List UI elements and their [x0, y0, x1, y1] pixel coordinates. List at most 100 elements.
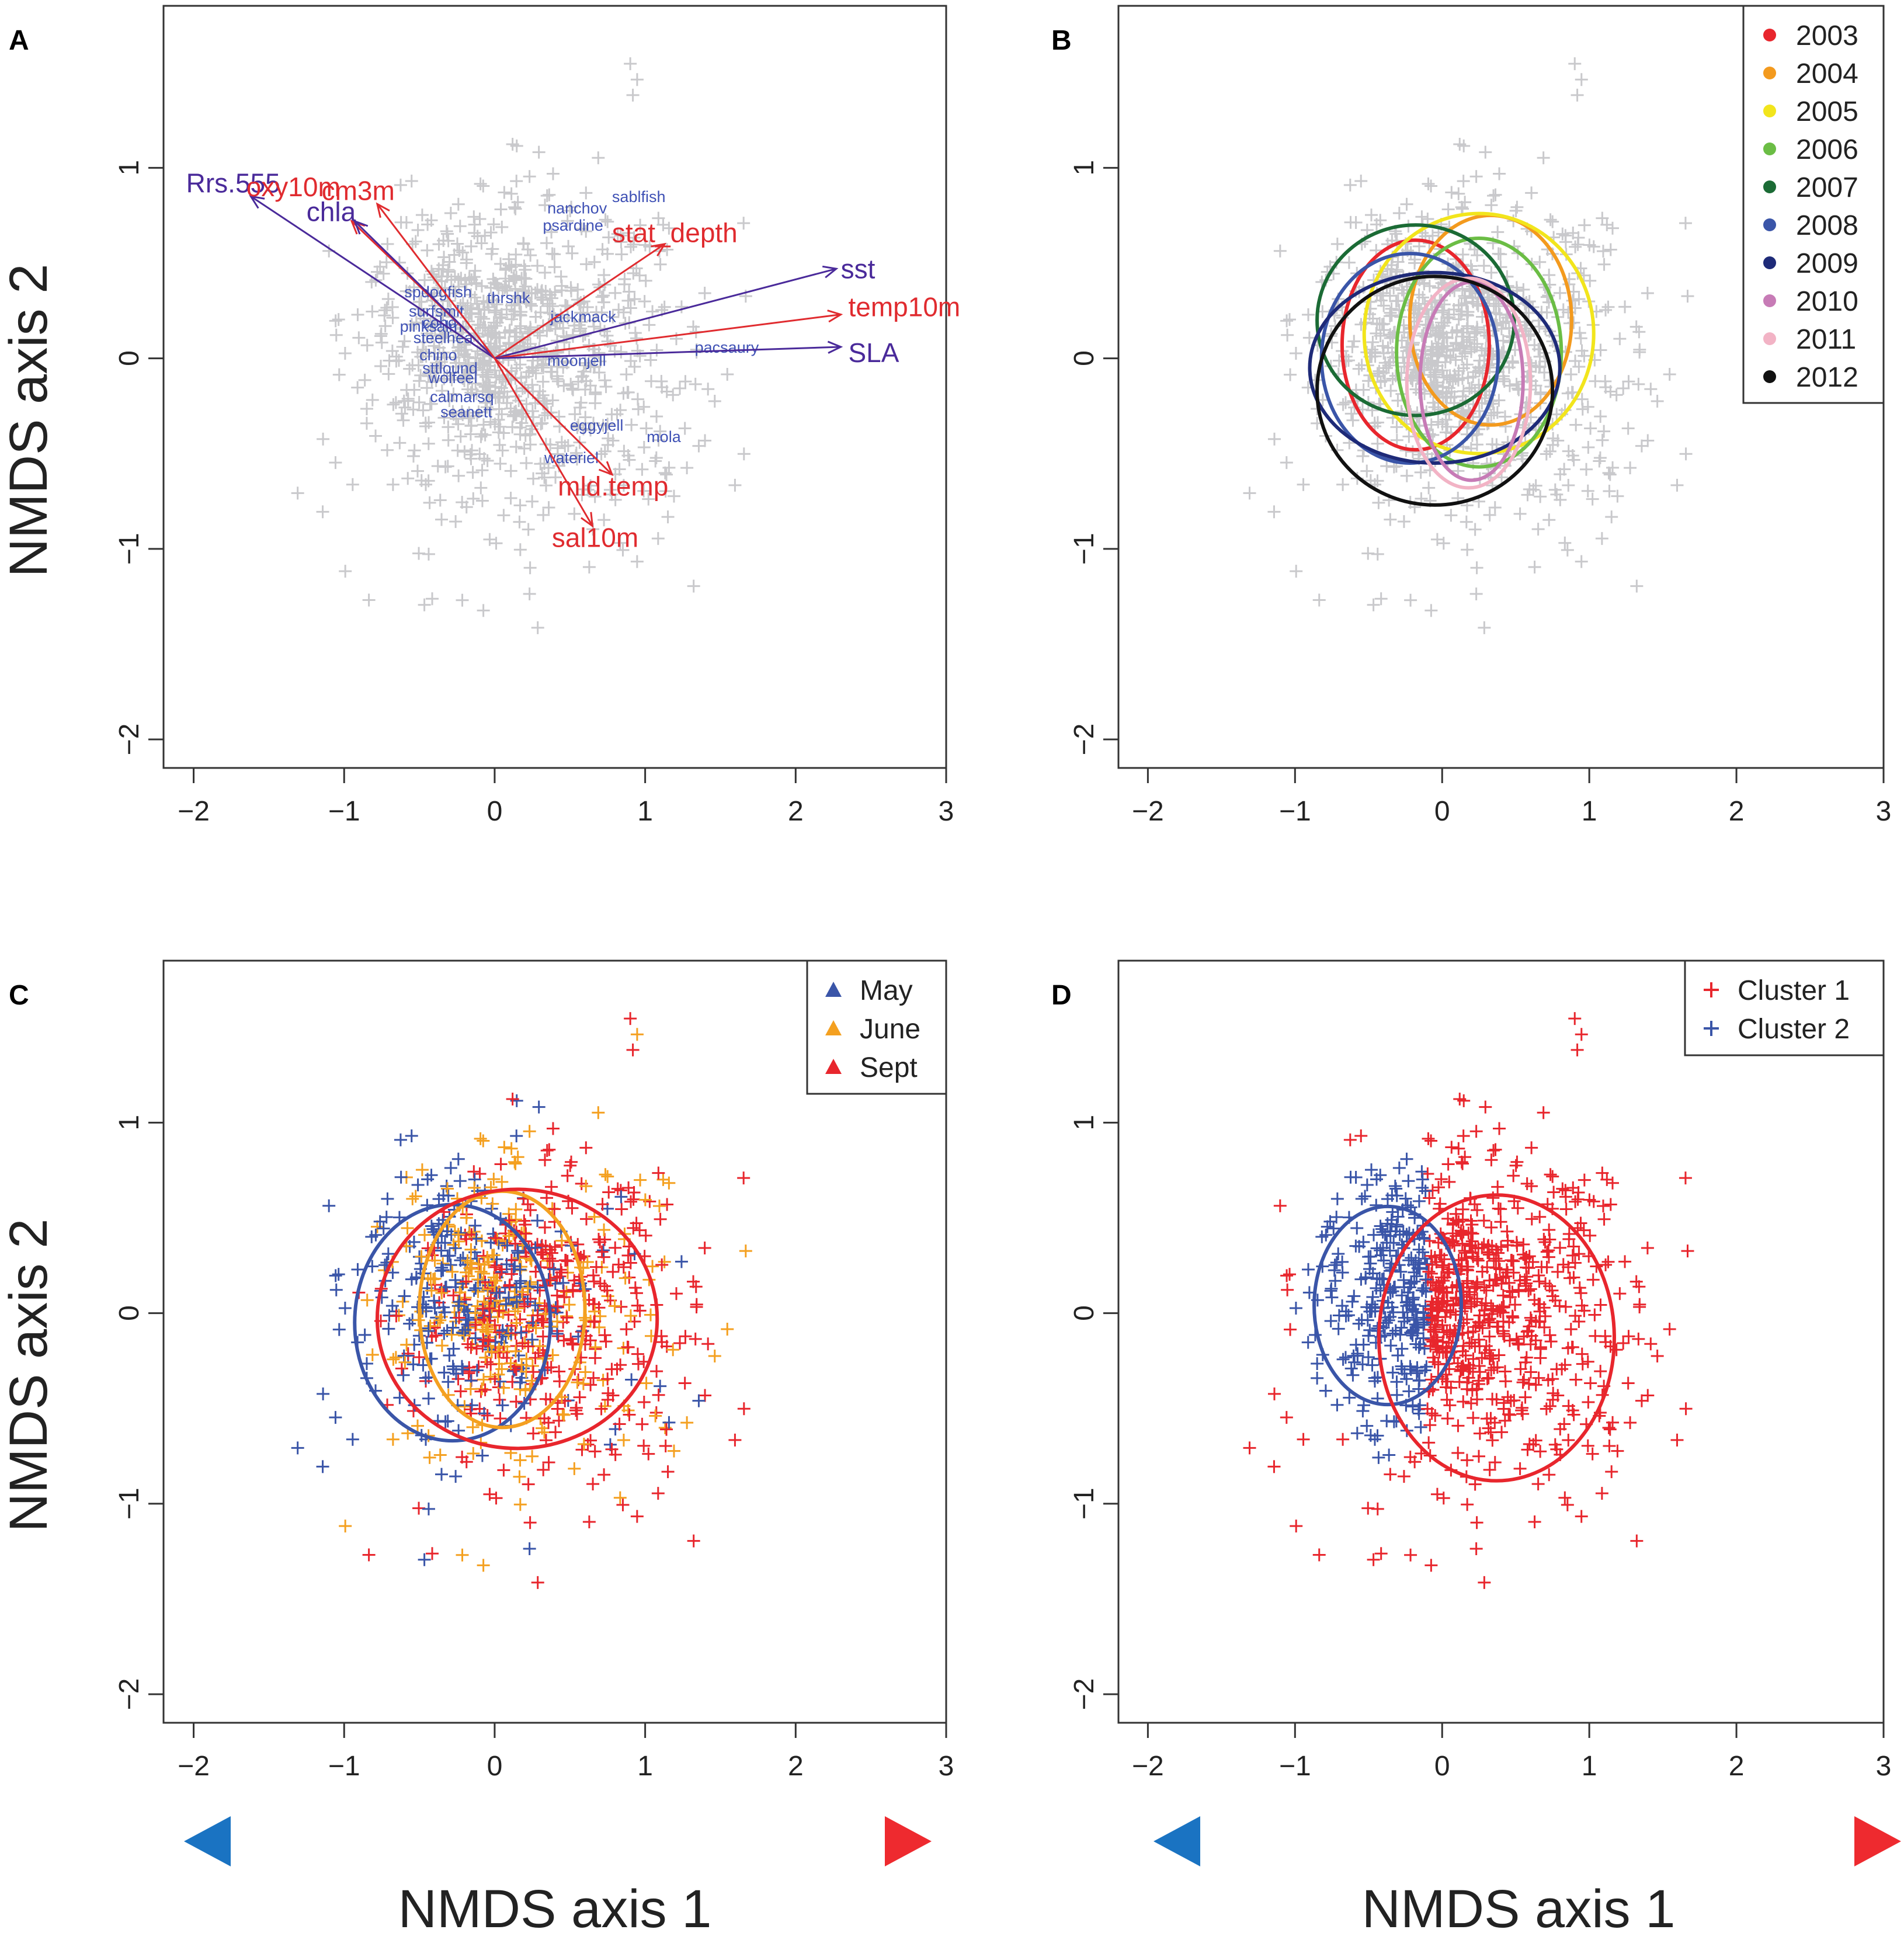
site-point	[614, 1358, 627, 1372]
site-point	[1377, 299, 1391, 312]
site-point	[564, 1159, 577, 1172]
site-point	[614, 404, 627, 417]
site-point	[630, 1510, 644, 1523]
site-point	[504, 402, 517, 415]
site-point	[387, 398, 400, 411]
site-point	[584, 423, 597, 437]
site-point	[489, 277, 503, 290]
y-axis-label-bottom: NMDS axis 2	[0, 1219, 58, 1532]
site-point	[475, 1449, 489, 1462]
site-point	[621, 1249, 635, 1262]
site-point	[679, 1330, 692, 1343]
vector-arrowhead	[350, 220, 366, 235]
site-point	[728, 1433, 742, 1447]
site-point	[616, 543, 630, 557]
site-point	[1384, 1468, 1397, 1481]
site-point	[429, 374, 443, 387]
site-point	[362, 593, 376, 607]
site-point	[509, 390, 522, 403]
site-point	[397, 1368, 410, 1382]
site-point	[1456, 390, 1469, 403]
site-point	[465, 444, 478, 457]
site-point	[1386, 1327, 1399, 1340]
site-point	[1461, 371, 1475, 384]
site-point	[635, 463, 649, 476]
site-point	[1350, 1221, 1364, 1235]
site-point	[435, 1468, 448, 1481]
site-point	[1488, 501, 1502, 514]
site-point	[679, 375, 692, 388]
site-point	[1408, 256, 1422, 270]
site-point	[1374, 294, 1388, 307]
legend-label: 2003	[1796, 20, 1858, 51]
site-point	[456, 593, 469, 607]
site-point	[564, 377, 578, 391]
site-point	[1450, 325, 1464, 338]
site-point	[1483, 508, 1496, 522]
site-point	[1324, 1314, 1337, 1327]
site-point	[1391, 394, 1405, 407]
site-point	[1489, 188, 1502, 201]
site-point	[646, 1260, 659, 1273]
site-point	[536, 375, 550, 388]
vector-label: chla	[307, 196, 356, 227]
site-point	[531, 1576, 544, 1589]
legend-marker	[1763, 105, 1776, 117]
site-point	[613, 1491, 627, 1504]
site-point	[1533, 360, 1547, 373]
site-point	[540, 237, 553, 250]
site-point	[1595, 532, 1608, 545]
site-point	[1496, 372, 1510, 385]
site-point	[1572, 293, 1586, 306]
site-point	[529, 1351, 542, 1365]
site-point	[442, 420, 455, 434]
site-point	[1525, 1212, 1538, 1226]
site-point	[524, 1204, 537, 1217]
site-point	[557, 1408, 571, 1421]
site-point	[517, 259, 531, 273]
site-point	[483, 1487, 496, 1501]
site-point	[661, 243, 674, 256]
site-point	[701, 383, 715, 396]
site-point	[405, 174, 418, 187]
legend-label: 2004	[1796, 58, 1858, 89]
site-point	[453, 1174, 467, 1188]
site-point	[1453, 138, 1467, 151]
site-point	[523, 170, 536, 183]
site-point	[1380, 460, 1394, 473]
site-point	[394, 1133, 407, 1146]
site-point	[1644, 383, 1658, 396]
site-point	[509, 1157, 522, 1170]
site-point	[1455, 350, 1469, 363]
site-point	[1429, 368, 1443, 381]
site-point	[1542, 269, 1556, 282]
site-point	[650, 1365, 663, 1378]
site-point	[538, 266, 551, 279]
site-point	[628, 1281, 642, 1295]
site-point	[567, 383, 580, 397]
site-point	[493, 371, 506, 384]
site-point	[1367, 1553, 1380, 1566]
site-point	[1441, 1157, 1455, 1171]
site-point	[1573, 326, 1586, 340]
legend-label: 2008	[1796, 210, 1858, 241]
site-point	[667, 489, 680, 503]
site-point	[412, 395, 426, 409]
site-point	[542, 501, 555, 514]
vector-label: stat_depth	[612, 217, 738, 248]
species-label: pacsaury	[695, 339, 759, 356]
site-point	[469, 1331, 482, 1345]
site-point	[510, 361, 523, 375]
site-point	[1542, 1244, 1555, 1257]
site-point	[1368, 416, 1381, 430]
site-point	[568, 319, 581, 332]
site-point	[579, 1365, 592, 1379]
site-point	[377, 1222, 390, 1235]
site-point	[598, 1329, 611, 1342]
site-point	[1284, 368, 1297, 381]
site-point	[463, 410, 476, 423]
site-point	[451, 197, 465, 211]
site-point	[1601, 1255, 1615, 1268]
site-point	[614, 1190, 628, 1204]
